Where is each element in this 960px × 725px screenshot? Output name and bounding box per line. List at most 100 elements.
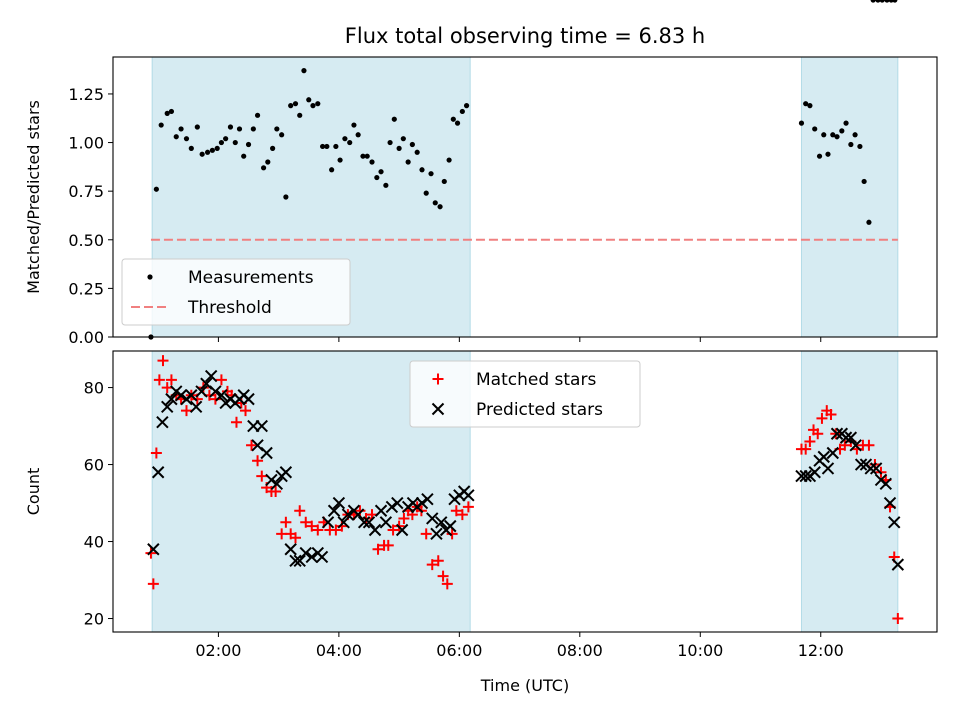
data-point	[812, 428, 824, 440]
data-point	[284, 543, 297, 556]
data-point	[808, 466, 821, 479]
data-point	[869, 462, 883, 475]
legend-label: Measurements	[188, 268, 314, 288]
data-point	[821, 132, 827, 138]
data-point	[437, 570, 449, 582]
data-point	[151, 466, 165, 479]
data-point	[830, 132, 836, 138]
chart-title: Flux total observing time = 6.83 h	[345, 24, 705, 48]
data-point	[227, 124, 234, 130]
data-point	[800, 443, 812, 455]
data-point	[892, 0, 898, 3]
data-point	[883, 496, 897, 510]
data-point	[421, 492, 434, 506]
data-point	[398, 512, 410, 524]
y-tick-label: 0.75	[68, 182, 104, 201]
ratio-panel: 0.00 0.25 0.50 0.75 1.00 1.25 Matched/Predicte…	[24, 0, 938, 347]
data-point	[444, 519, 457, 533]
data-point	[255, 419, 268, 433]
data-point	[242, 392, 255, 406]
data-point	[816, 412, 828, 424]
y-tick-label: 1.25	[68, 85, 104, 104]
x-tick-label: 02:00	[195, 641, 241, 660]
data-point	[180, 405, 192, 417]
data-point	[252, 455, 264, 467]
data-point	[306, 520, 318, 532]
legend: Measurements Threshold	[121, 258, 351, 326]
data-point	[165, 374, 177, 386]
data-point	[857, 143, 863, 150]
data-point	[415, 496, 429, 510]
data-point	[804, 435, 816, 447]
y-axis-label: Matched/Predicted stars	[24, 100, 43, 294]
data-point	[218, 139, 225, 146]
data-point	[270, 477, 284, 491]
x-tick-label: 04:00	[316, 641, 362, 660]
data-point	[254, 112, 261, 118]
y-tick-label: 60	[84, 456, 104, 475]
data-point	[848, 141, 854, 148]
data-point	[232, 139, 238, 146]
data-point	[884, 0, 890, 3]
data-point	[256, 470, 268, 482]
data-point	[209, 147, 215, 153]
data-point	[153, 374, 165, 386]
data-point	[236, 126, 243, 132]
data-point	[383, 182, 389, 188]
data-point	[378, 169, 384, 175]
data-point	[430, 527, 443, 541]
legend-label: Predicted stars	[476, 400, 603, 420]
data-point	[165, 392, 178, 406]
data-point	[324, 143, 330, 150]
data-point	[320, 143, 326, 150]
data-point	[454, 120, 461, 126]
data-point	[279, 466, 293, 479]
legend-label: Threshold	[187, 298, 272, 318]
data-point	[360, 153, 366, 159]
data-point	[379, 516, 393, 529]
counts-panel: 20 40 60 80 02:00 04:00 06:00 08:00 10:00 12:00 Co…	[24, 350, 938, 660]
data-point	[297, 112, 303, 118]
legend: Matched stars Predicted stars	[409, 360, 641, 428]
data-point	[854, 458, 868, 471]
legend-marker	[431, 402, 445, 416]
data-point	[405, 159, 411, 165]
legend-box	[409, 360, 641, 428]
data-point	[432, 200, 438, 206]
data-point	[189, 400, 203, 414]
data-point	[204, 149, 211, 155]
y-tick-label: 80	[84, 379, 104, 398]
data-point	[391, 496, 404, 510]
data-point	[321, 516, 335, 529]
data-point	[817, 450, 830, 464]
data-point	[462, 489, 475, 502]
data-point	[426, 559, 438, 571]
data-point	[888, 516, 901, 529]
data-point	[195, 385, 208, 398]
axes-frame	[112, 56, 938, 338]
data-point	[839, 128, 845, 134]
data-point	[336, 520, 348, 532]
data-point	[294, 505, 306, 517]
y-tick-label: 1.00	[68, 134, 104, 153]
data-point	[357, 516, 371, 529]
data-point	[306, 97, 312, 103]
legend-marker	[432, 373, 444, 385]
data-point	[891, 558, 905, 571]
legend-label: Matched stars	[476, 370, 596, 390]
data-point	[246, 439, 258, 451]
data-point	[265, 159, 271, 165]
data-point	[260, 446, 273, 460]
data-point	[441, 578, 453, 590]
data-point	[435, 516, 448, 529]
data-point	[288, 103, 294, 109]
data-point	[400, 136, 406, 142]
data-point	[292, 101, 299, 107]
data-point	[301, 68, 307, 74]
data-point	[387, 139, 393, 146]
data-point	[369, 159, 375, 165]
data-point	[245, 141, 252, 148]
data-point	[342, 136, 348, 142]
data-point	[462, 501, 474, 513]
data-point	[844, 431, 858, 444]
